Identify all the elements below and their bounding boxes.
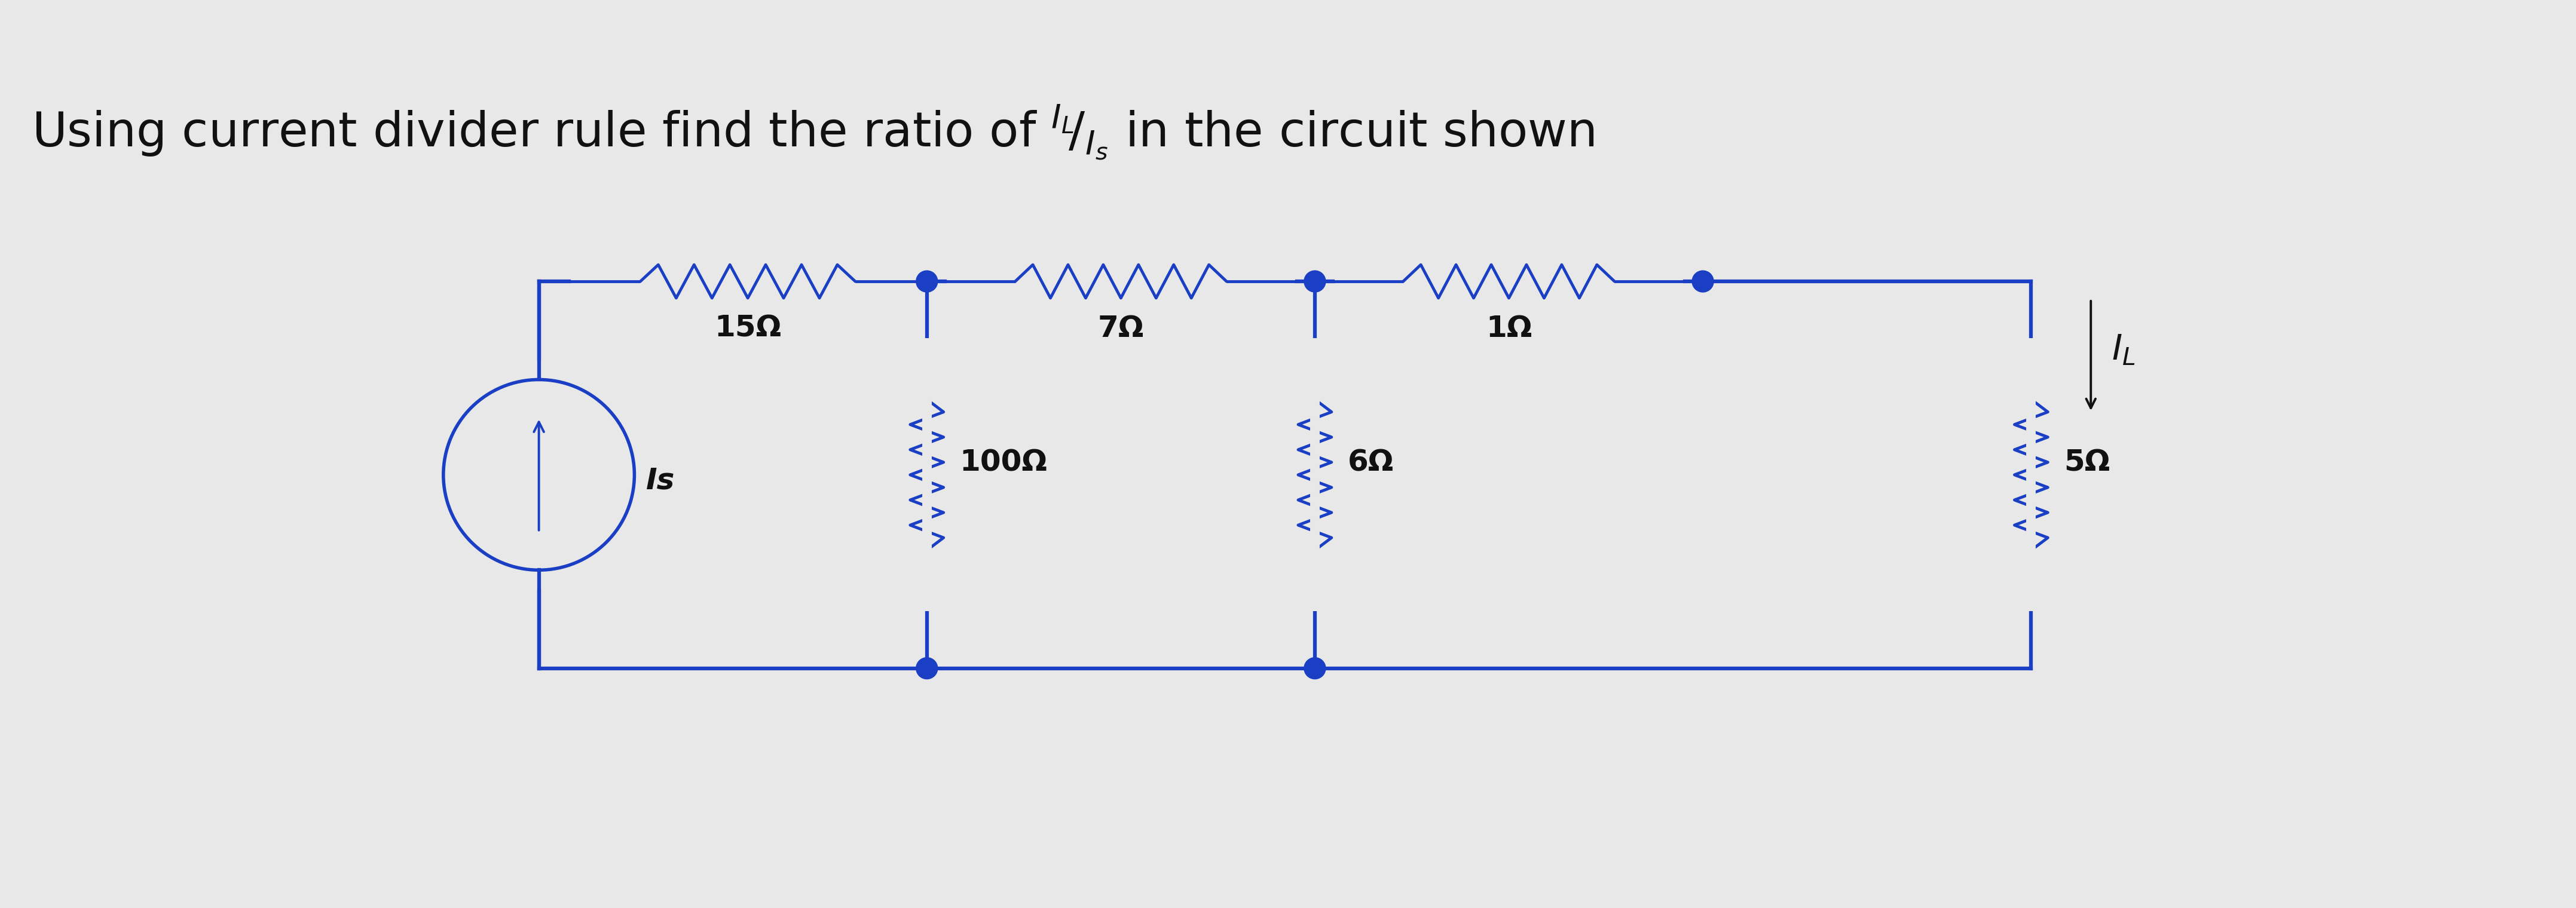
- Text: Using current divider rule find the ratio of ${}^{I_L}\!/_{I_s}$ in the circuit : Using current divider rule find the rati…: [31, 103, 1595, 163]
- Text: Is: Is: [647, 467, 675, 495]
- Circle shape: [1303, 271, 1327, 292]
- Text: 1Ω: 1Ω: [1486, 314, 1533, 343]
- Text: 5Ω: 5Ω: [2063, 449, 2110, 478]
- Text: 6Ω: 6Ω: [1347, 449, 1394, 478]
- Text: 7Ω: 7Ω: [1097, 314, 1144, 343]
- Circle shape: [917, 271, 938, 292]
- Text: $I_L$: $I_L$: [2112, 333, 2136, 367]
- Circle shape: [1692, 271, 1713, 292]
- Circle shape: [1303, 657, 1327, 679]
- Text: 100Ω: 100Ω: [961, 449, 1048, 478]
- Text: 15Ω: 15Ω: [714, 314, 781, 343]
- Circle shape: [917, 657, 938, 679]
